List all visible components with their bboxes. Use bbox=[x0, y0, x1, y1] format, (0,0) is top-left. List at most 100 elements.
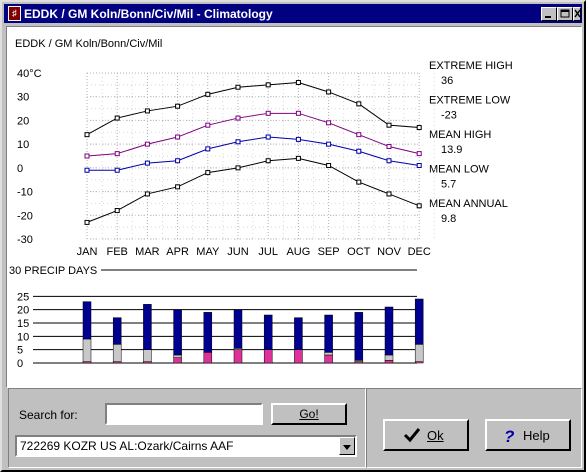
temp-point bbox=[326, 89, 332, 95]
precip-bar-segment bbox=[414, 344, 424, 362]
station-select[interactable]: 722269 KOZR US AL:Ozark/Cairns AAF bbox=[15, 435, 357, 457]
temp-tick-label: 20 bbox=[17, 115, 29, 127]
temp-point bbox=[114, 208, 120, 214]
month-label: APR bbox=[166, 246, 189, 258]
maximize-icon bbox=[560, 9, 570, 18]
temp-tick-label: 0 bbox=[17, 163, 23, 175]
temp-point bbox=[416, 162, 422, 168]
search-label: Search for: bbox=[19, 408, 78, 422]
climate-chart: EDDK / GM Koln/Bonn/Civ/Mil EXTREME HIGH… bbox=[9, 38, 513, 370]
close-button[interactable] bbox=[573, 7, 581, 21]
month-label: FEB bbox=[106, 246, 127, 258]
temp-point bbox=[114, 115, 120, 121]
temp-point bbox=[416, 151, 422, 157]
precip-bar-segment bbox=[203, 352, 213, 364]
dropdown-arrow-button[interactable] bbox=[339, 437, 355, 455]
chart-panel: EDDK / GM Koln/Bonn/Civ/Mil EXTREME HIGH… bbox=[6, 26, 582, 388]
chevron-down-icon bbox=[343, 445, 351, 450]
search-input[interactable] bbox=[105, 403, 263, 425]
precip-bar-segment bbox=[173, 309, 182, 356]
precip-bar-segment bbox=[294, 317, 303, 350]
temp-point bbox=[175, 184, 181, 190]
temp-series-line bbox=[86, 112, 420, 157]
temp-point bbox=[326, 141, 332, 147]
window-title: EDDK / GM Koln/Bonn/Civ/Mil - Climatolog… bbox=[24, 7, 273, 21]
stat-value: 36 bbox=[441, 75, 453, 87]
temp-point bbox=[84, 153, 90, 159]
temp-tick-label: -30 bbox=[17, 234, 33, 246]
precip-bar-segment bbox=[263, 349, 273, 364]
temp-point bbox=[326, 162, 332, 168]
precip-bar-segment bbox=[354, 312, 364, 361]
station-label: EDDK / GM Koln/Bonn/Civ/Mil bbox=[15, 38, 162, 50]
temp-point bbox=[295, 110, 301, 116]
temp-point bbox=[265, 158, 271, 164]
temp-point bbox=[295, 79, 301, 85]
precip-bar-segment bbox=[203, 312, 213, 353]
station-select-value: 722269 KOZR US AL:Ozark/Cairns AAF bbox=[20, 439, 234, 453]
temp-point bbox=[356, 132, 362, 138]
stat-label: MEAN HIGH bbox=[429, 129, 491, 141]
help-button[interactable]: ? Help bbox=[485, 419, 571, 451]
precip-bar-segment bbox=[82, 338, 92, 362]
temp-point bbox=[265, 134, 271, 140]
month-label: JUN bbox=[227, 246, 248, 258]
temp-point bbox=[205, 91, 211, 97]
go-button-label: Go! bbox=[299, 407, 319, 421]
temp-point bbox=[235, 165, 241, 171]
action-panel: Ok ? Help bbox=[366, 388, 582, 468]
stat-label: EXTREME HIGH bbox=[429, 60, 513, 72]
temp-point bbox=[205, 170, 211, 176]
temp-point bbox=[235, 139, 241, 145]
precip-tick-label: 10 bbox=[17, 331, 29, 343]
temp-point bbox=[265, 110, 271, 116]
temp-point bbox=[386, 191, 392, 197]
temp-point bbox=[114, 151, 120, 157]
precip-bar-segment bbox=[173, 357, 182, 364]
ok-button[interactable]: Ok bbox=[383, 419, 469, 451]
minimize-button[interactable] bbox=[541, 7, 557, 21]
checkmark-icon bbox=[403, 428, 421, 443]
temp-point bbox=[84, 132, 90, 138]
temp-point bbox=[144, 108, 150, 114]
temp-tick-label: 40°C bbox=[17, 68, 42, 80]
maximize-button[interactable] bbox=[557, 7, 573, 21]
precip-bar-segment bbox=[233, 309, 243, 349]
temp-point bbox=[235, 84, 241, 90]
temp-point bbox=[386, 144, 392, 150]
month-label: MAR bbox=[135, 246, 160, 258]
temp-point bbox=[386, 122, 392, 128]
temp-point bbox=[84, 219, 90, 225]
temp-tick-label: 10 bbox=[17, 139, 29, 151]
month-label: NOV bbox=[377, 246, 402, 258]
temp-series-line bbox=[86, 157, 420, 223]
precip-bar-segment bbox=[324, 352, 333, 356]
temp-point bbox=[205, 122, 211, 128]
title-bar[interactable]: ♯ EDDK / GM Koln/Bonn/Civ/Mil - Climatol… bbox=[4, 4, 582, 23]
month-label: DEC bbox=[408, 246, 431, 258]
temp-tick-label: -20 bbox=[17, 210, 33, 222]
precip-bar-segment bbox=[384, 306, 394, 356]
help-button-label: Help bbox=[523, 428, 550, 443]
go-button[interactable]: Go! bbox=[271, 403, 347, 425]
month-label: JUL bbox=[258, 246, 278, 258]
precip-bar-segment bbox=[112, 344, 122, 362]
precip-bar-segment bbox=[112, 317, 122, 345]
precip-bar-segment bbox=[294, 349, 303, 364]
app-icon: ♯ bbox=[8, 6, 21, 21]
stat-label: MEAN ANNUAL bbox=[429, 198, 508, 210]
temp-point bbox=[356, 148, 362, 154]
precip-bar-segment bbox=[143, 349, 152, 362]
temp-tick-label: -10 bbox=[17, 187, 33, 199]
temp-series-line bbox=[87, 136, 420, 171]
precip-bar-segment bbox=[324, 354, 333, 364]
precip-bar-segment bbox=[143, 304, 152, 350]
month-label: AUG bbox=[286, 246, 310, 258]
temp-point bbox=[144, 160, 150, 166]
question-mark-icon: ? bbox=[504, 427, 515, 444]
precip-tick-label: 5 bbox=[17, 345, 23, 357]
temp-point bbox=[356, 179, 362, 185]
month-label: JAN bbox=[77, 246, 98, 258]
temp-point bbox=[416, 203, 422, 209]
temp-point bbox=[265, 82, 271, 88]
